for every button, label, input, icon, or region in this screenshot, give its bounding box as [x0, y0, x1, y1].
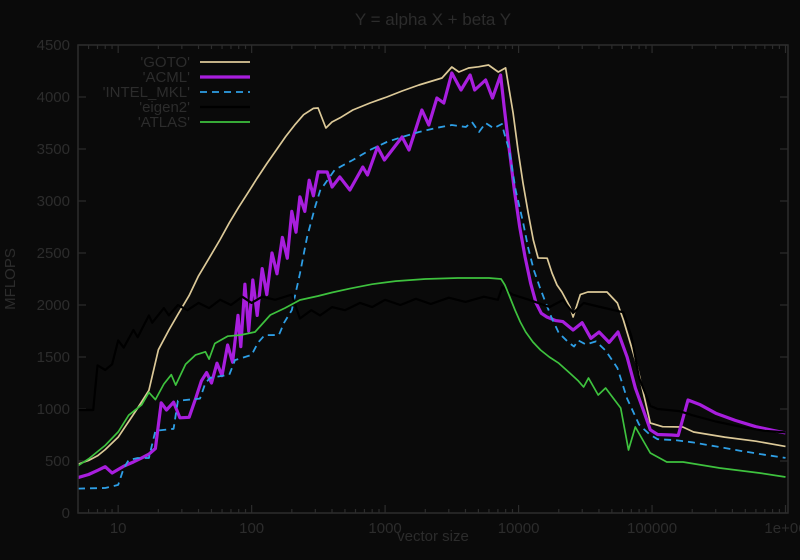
legend: 'GOTO''ACML''INTEL_MKL''eigen2''ATLAS'	[103, 54, 250, 131]
data-series-group	[78, 64, 786, 490]
legend-label-atlas: 'ATLAS'	[138, 114, 190, 131]
plot-frame	[77, 44, 789, 514]
x-tick-label: 100	[239, 520, 264, 537]
legend-label-goto: 'GOTO'	[140, 54, 190, 71]
x-tick-label: 10000	[498, 520, 540, 537]
y-tick-label: 2500	[37, 245, 70, 262]
series-acml	[78, 71, 786, 480]
series-goto	[78, 64, 786, 465]
legend-label-intel_mkl: 'INTEL_MKL'	[103, 84, 191, 101]
plot-border	[77, 44, 789, 514]
y-tick-label: 4000	[37, 89, 70, 106]
y-tick-label: 3500	[37, 141, 70, 158]
axis-ticks: 10 100 1000 10000 100000 1e+06 0 500 1000 1500 200…	[37, 37, 800, 537]
y-tick-label: 2000	[37, 297, 70, 314]
x-tick-label: 100000	[627, 520, 677, 537]
series-eigen2	[78, 285, 786, 434]
series-atlas	[78, 277, 786, 478]
x-tick-label: 1e+06	[764, 520, 800, 537]
y-tick-label: 1000	[37, 401, 70, 418]
chart-title: Y = alpha X + beta Y	[355, 10, 511, 29]
y-tick-label: 500	[45, 453, 70, 470]
x-tick-label: 1000	[368, 520, 401, 537]
x-tick-label: 10	[110, 520, 127, 537]
x-axis-label: vector size	[397, 528, 469, 545]
y-tick-label: 0	[62, 505, 70, 522]
y-axis-label: MFLOPS	[2, 248, 19, 310]
legend-label-acml: 'ACML'	[143, 69, 191, 86]
y-tick-label: 3000	[37, 193, 70, 210]
y-tick-label: 4500	[37, 37, 70, 54]
legend-label-eigen2: 'eigen2'	[139, 99, 190, 116]
series-intel_mkl	[78, 121, 786, 490]
y-tick-label: 1500	[37, 349, 70, 366]
